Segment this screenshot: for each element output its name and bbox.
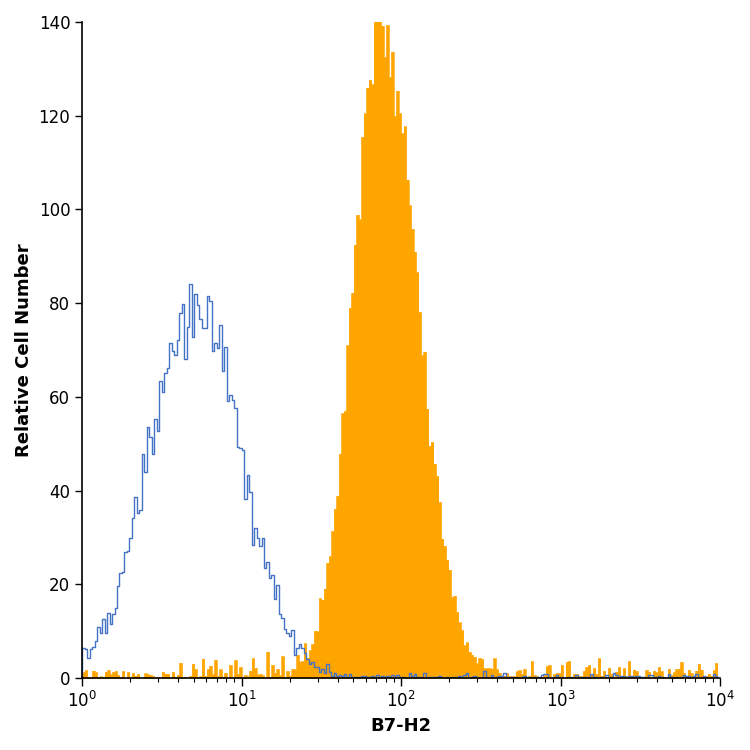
X-axis label: B7-H2: B7-H2	[370, 717, 431, 735]
Y-axis label: Relative Cell Number: Relative Cell Number	[15, 243, 33, 457]
